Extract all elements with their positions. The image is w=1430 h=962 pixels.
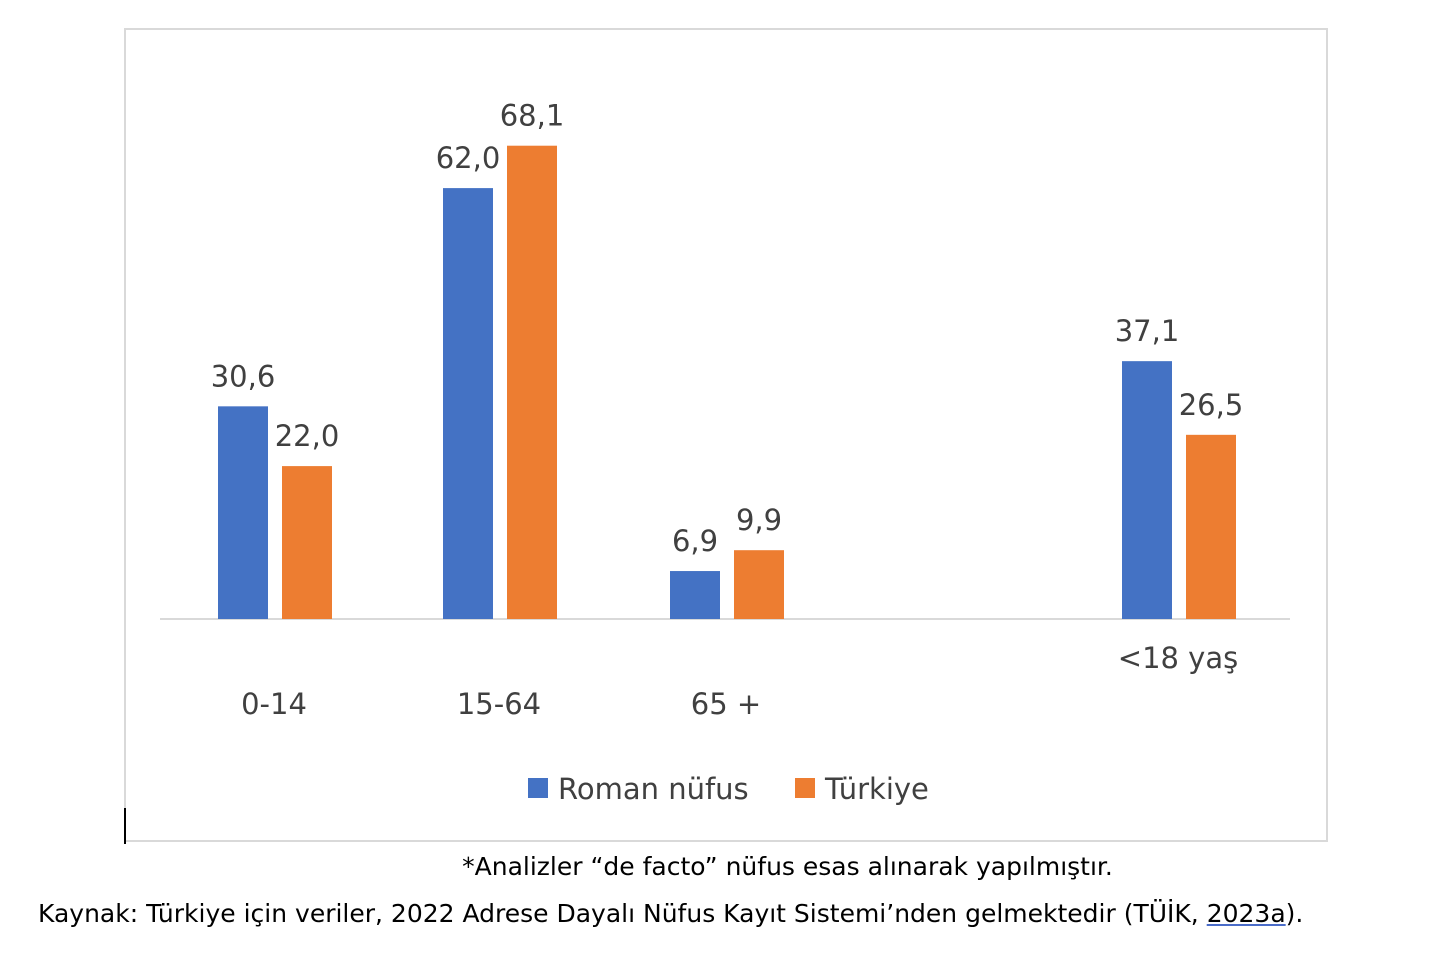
bar-turkiye-0 [282, 466, 332, 619]
chart-frame [124, 28, 1328, 842]
legend-swatch-turkiye [795, 778, 815, 798]
source-prefix: Kaynak: Türkiye için veriler, 2022 Adres… [38, 899, 1207, 928]
bar-turkiye-2 [734, 550, 784, 619]
data-label-roman-2: 6,9 [672, 524, 718, 558]
source-suffix: ). [1285, 899, 1304, 928]
data-label-turkiye-1: 68,1 [500, 99, 565, 133]
category-label-0: 0-14 [241, 687, 307, 721]
category-label-1: 15-64 [457, 687, 541, 721]
data-label-roman-1: 62,0 [436, 141, 501, 175]
data-label-turkiye-0: 22,0 [275, 419, 340, 453]
bar-roman-2 [670, 571, 720, 619]
category-label-3: <18 yaş [1118, 641, 1238, 675]
data-label-turkiye-2: 9,9 [736, 503, 782, 537]
bar-turkiye-3 [1186, 434, 1236, 619]
legend-label-roman: Roman nüfus [558, 772, 749, 806]
legend-label-turkiye: Türkiye [824, 772, 929, 806]
bar-roman-3 [1122, 361, 1172, 619]
analysis-note: *Analizler “de facto” nüfus esas alınara… [462, 852, 1113, 881]
bar-roman-0 [218, 406, 268, 619]
text-cursor [124, 808, 126, 844]
source-reference-link[interactable]: 2023a [1206, 899, 1286, 928]
data-label-roman-0: 30,6 [211, 359, 276, 393]
source-note: Kaynak: Türkiye için veriler, 2022 Adres… [38, 899, 1303, 928]
category-label-2: 65 + [691, 687, 761, 721]
data-label-turkiye-3: 26,5 [1179, 388, 1244, 422]
bar-turkiye-1 [507, 145, 557, 619]
legend-swatch-roman [528, 778, 548, 798]
bar-roman-1 [443, 188, 493, 619]
data-label-roman-3: 37,1 [1115, 314, 1180, 348]
